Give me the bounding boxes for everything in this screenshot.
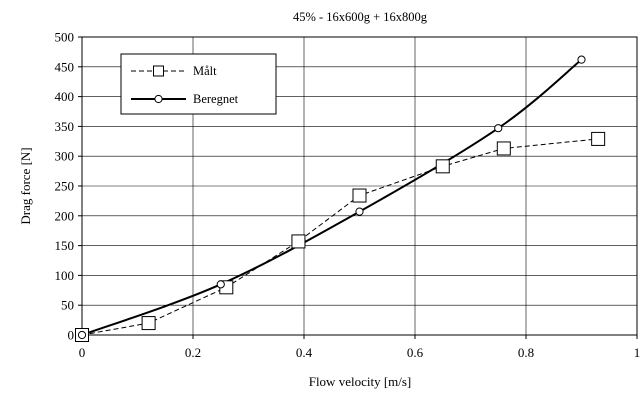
data-point-malt: [435, 159, 450, 174]
y-axis-label: Drag force [N]: [18, 147, 33, 224]
x-tick-label: 0.8: [518, 345, 534, 360]
series-markers: [75, 55, 606, 342]
data-point-beregnet: [77, 330, 87, 340]
legend-box: [120, 53, 277, 115]
x-axis-label: Flow velocity [m/s]: [309, 374, 412, 389]
data-point-malt: [496, 141, 511, 156]
legend-label-malt: Målt: [193, 64, 217, 78]
series-line-malt: [81, 138, 599, 336]
x-tick-label: 0.6: [407, 345, 424, 360]
data-point-malt: [291, 234, 306, 249]
y-tick-label: 150: [55, 238, 75, 253]
y-tick-label: 50: [61, 298, 74, 313]
legend: Målt Beregnet: [120, 53, 277, 115]
y-tick-label: 350: [55, 119, 75, 134]
data-point-beregnet: [577, 55, 586, 64]
x-tick-label: 0: [79, 345, 86, 360]
data-point-beregnet: [355, 207, 364, 216]
y-tick-label: 0: [68, 328, 75, 343]
x-axis-ticks: 0 0.2 0.4 0.6 0.8 1: [79, 335, 641, 360]
y-tick-label: 450: [55, 59, 75, 74]
y-tick-label: 200: [55, 208, 75, 223]
data-point-malt: [352, 188, 367, 203]
y-axis-ticks: 0 50 100 150 200 250 300 350 400 450 500: [55, 30, 82, 343]
legend-marker-malt: [153, 65, 164, 77]
x-tick-label: 1: [634, 345, 641, 360]
data-point-beregnet: [216, 280, 225, 289]
y-tick-label: 250: [55, 179, 75, 194]
y-tick-label: 100: [55, 268, 75, 283]
x-tick-label: 0.2: [185, 345, 201, 360]
data-point-malt: [591, 131, 606, 146]
legend-label-beregnet: Beregnet: [193, 92, 239, 106]
y-tick-label: 500: [55, 30, 75, 45]
grid: [82, 37, 637, 335]
data-point-beregnet: [494, 124, 503, 133]
chart-title: 45% - 16x600g + 16x800g: [293, 10, 428, 24]
data-point-malt: [141, 316, 156, 331]
x-tick-label: 0.4: [296, 345, 313, 360]
y-tick-label: 400: [55, 89, 75, 104]
y-tick-label: 300: [55, 149, 75, 164]
legend-marker-beregnet: [154, 94, 163, 104]
